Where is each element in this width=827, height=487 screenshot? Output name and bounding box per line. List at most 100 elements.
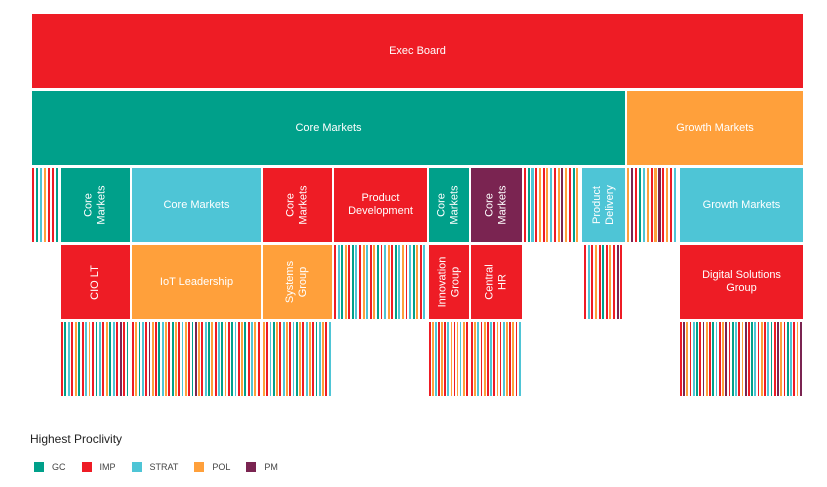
stripe (359, 245, 361, 319)
stripe (630, 168, 634, 242)
stripe (709, 322, 711, 396)
stripe (263, 322, 265, 396)
stripe (654, 168, 657, 242)
legend: GC IMP STRAT POL PM (34, 462, 294, 472)
stripe (456, 322, 459, 396)
stripe (447, 322, 450, 396)
block-core-markets: Core Markets (32, 91, 625, 165)
stripe (767, 322, 770, 396)
stripe (269, 322, 272, 396)
stripe (751, 322, 753, 396)
block-core-markets-gc: Core Markets (61, 168, 130, 242)
legend-swatch (194, 462, 205, 472)
stripe (373, 245, 376, 319)
stripe (74, 322, 77, 396)
stripe (64, 322, 67, 396)
stripe (341, 245, 344, 319)
stripe (204, 322, 207, 396)
stripe (380, 245, 383, 319)
stripe (546, 168, 549, 242)
stripe (744, 322, 747, 396)
stripe (702, 322, 705, 396)
stripe (680, 322, 682, 396)
stripe (126, 322, 129, 396)
block-label: Core Markets (284, 185, 310, 225)
legend-label: POL (212, 462, 231, 472)
stripe (471, 322, 473, 396)
stripe (234, 322, 237, 396)
stripe (796, 322, 799, 396)
stripe (161, 322, 164, 396)
stripe (728, 322, 731, 396)
legend-label: STRAT (149, 462, 179, 472)
stripe (550, 168, 553, 242)
legend-swatch (34, 462, 44, 472)
block-label: Innovation Group (436, 256, 462, 308)
stripe (351, 245, 354, 319)
legend-label: IMP (99, 462, 116, 472)
stripe (155, 322, 157, 396)
stripe (315, 322, 318, 396)
legend-swatch (246, 462, 257, 472)
stripe-group (471, 322, 522, 396)
stripe (276, 322, 278, 396)
stripe-group (334, 245, 427, 319)
stripe (409, 245, 412, 319)
stripe (387, 245, 390, 319)
stripe (241, 322, 243, 396)
stripe (48, 168, 51, 242)
legend-item-gc: GC (34, 462, 66, 472)
stripe (244, 322, 247, 396)
stripe (286, 322, 288, 396)
stripe (594, 245, 597, 319)
stripe (760, 322, 763, 396)
stripe (227, 322, 230, 396)
block-systems-group: Systems Group (263, 245, 332, 319)
block-label: Core Markets (163, 198, 230, 211)
stripe (441, 322, 443, 396)
stripe (272, 322, 275, 396)
stripe (135, 322, 138, 396)
stripe (132, 322, 134, 396)
stripe (627, 168, 630, 242)
stripe (591, 245, 594, 319)
stripe (712, 322, 715, 396)
stripe (450, 322, 453, 396)
stripe (666, 168, 669, 242)
stripe (620, 245, 623, 319)
legend-item-strat: STRAT (131, 462, 179, 472)
stripe (116, 322, 119, 396)
block-label: Core Markets (295, 121, 362, 134)
stripe (171, 322, 174, 396)
stripe (634, 168, 637, 242)
stripe (237, 322, 240, 396)
legend-label: PM (264, 462, 278, 472)
stripe (98, 322, 101, 396)
stripe (178, 322, 181, 396)
stripe (459, 322, 462, 396)
block-cio-lt: CIO LT (61, 245, 130, 319)
stripe (61, 322, 63, 396)
legend-item-pol: POL (194, 462, 230, 472)
block-central-hr: Central HR (471, 245, 522, 319)
stripe (699, 322, 702, 396)
block-product-delivery: Product Delivery (582, 168, 625, 242)
stripe (279, 322, 282, 396)
stripe (419, 245, 422, 319)
stripe (201, 322, 204, 396)
stripe (432, 322, 434, 396)
stripe (512, 322, 515, 396)
block-core-markets-gc-2: Core Markets (429, 168, 469, 242)
block-label: Core Markets (436, 185, 461, 225)
stripe (78, 322, 81, 396)
stripe (499, 322, 502, 396)
stripe (138, 322, 141, 396)
block-label: Growth Markets (676, 121, 754, 134)
stripe (683, 322, 685, 396)
stripe (158, 322, 161, 396)
stripe (535, 168, 538, 242)
stripe (477, 322, 480, 396)
stripe (598, 245, 601, 319)
stripe (705, 322, 708, 396)
stripe (718, 322, 721, 396)
